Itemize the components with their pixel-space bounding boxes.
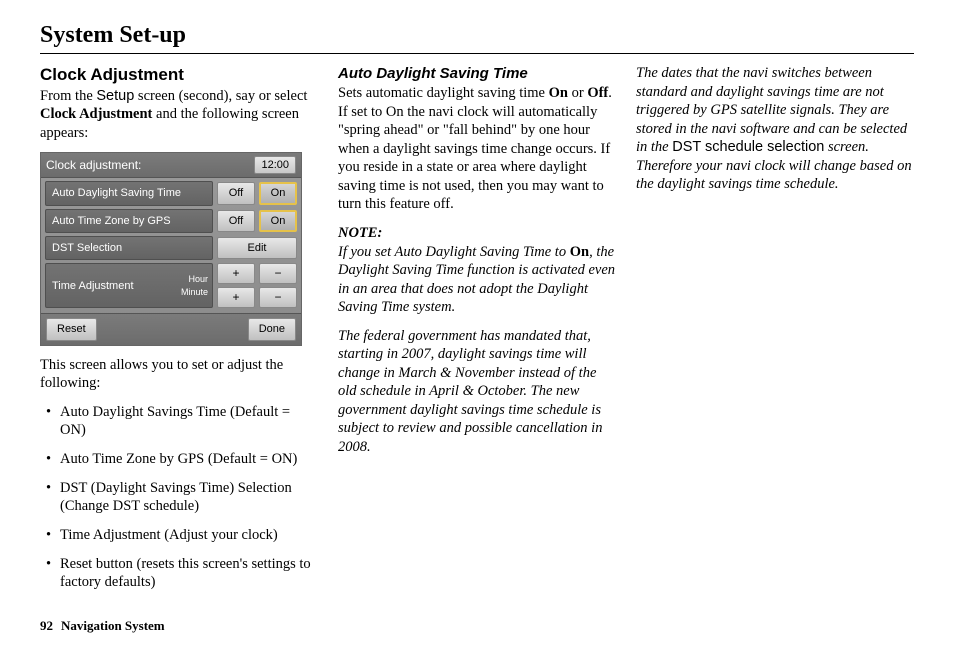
intro-text-b: screen (second), say or select: [134, 88, 307, 104]
p1-c: . If set to On the navi clock will autom…: [338, 85, 612, 212]
device-row-time-adj: Time Adjustment Hour Minute + − +: [45, 263, 297, 309]
device-title: Clock adjustment:: [46, 158, 254, 173]
device-body: Auto Daylight Saving Time Off On Auto Ti…: [41, 178, 301, 313]
device-clock: 12:00: [254, 156, 296, 174]
footer-label: Navigation System: [61, 618, 165, 633]
column-3: The dates that the navi switches between…: [636, 64, 914, 603]
btn-auto-tz-off[interactable]: Off: [217, 210, 255, 232]
auto-dst-heading: Auto Daylight Saving Time: [338, 64, 616, 83]
device-screenshot: Clock adjustment: 12:00 Auto Daylight Sa…: [40, 152, 302, 345]
device-row-dst-sel: DST Selection Edit: [45, 236, 297, 260]
note-on: On: [570, 244, 589, 260]
list-item: Time Adjustment (Adjust your clock): [46, 526, 318, 544]
btn-reset[interactable]: Reset: [46, 318, 97, 340]
btn-auto-tz-on[interactable]: On: [259, 210, 297, 232]
note-label-text: NOTE:: [338, 225, 382, 241]
note-a: If you set Auto Daylight Saving Time to: [338, 244, 570, 260]
note-label: NOTE:: [338, 224, 616, 243]
label-dst-sel: DST Selection: [45, 236, 213, 260]
clock-adjustment-heading: Clock Adjustment: [40, 64, 318, 86]
intro-paragraph: From the Setup screen (second), say or s…: [40, 87, 318, 143]
device-row-auto-tz: Auto Time Zone by GPS Off On: [45, 209, 297, 233]
btn-auto-dst-on[interactable]: On: [259, 182, 297, 204]
content-columns: Clock Adjustment From the Setup screen (…: [40, 64, 914, 603]
p1-a: Sets automatic daylight saving time: [338, 85, 549, 101]
btn-hour-plus[interactable]: +: [217, 263, 255, 284]
p1-on: On: [549, 85, 568, 101]
page-title: System Set-up: [40, 22, 914, 54]
auto-dst-p2: The federal government has mandated that…: [338, 327, 616, 457]
dst-schedule-selection: DST schedule selection: [672, 139, 824, 155]
auto-dst-p1: Sets automatic daylight saving time On o…: [338, 84, 616, 214]
list-item: Reset button (resets this screen's setti…: [46, 555, 318, 591]
column-2: Auto Daylight Saving Time Sets automatic…: [338, 64, 616, 603]
btn-minute-plus[interactable]: +: [217, 287, 255, 308]
list-item: Auto Time Zone by GPS (Default = ON): [46, 450, 318, 468]
page-number: 92: [40, 618, 53, 633]
setup-word: Setup: [96, 88, 134, 104]
btn-done[interactable]: Done: [248, 318, 296, 340]
btn-dst-edit[interactable]: Edit: [217, 237, 297, 259]
label-time-adj: Time Adjustment Hour Minute: [45, 263, 213, 309]
device-header: Clock adjustment: 12:00: [41, 153, 301, 178]
list-item: Auto Daylight Savings Time (Default = ON…: [46, 403, 318, 439]
device-footer: Reset Done: [41, 313, 301, 344]
page-footer: 92 Navigation System: [40, 618, 165, 634]
label-auto-tz: Auto Time Zone by GPS: [45, 209, 213, 233]
options-list: Auto Daylight Savings Time (Default = ON…: [46, 403, 318, 592]
after-shot-text: This screen allows you to set or adjust …: [40, 356, 318, 393]
label-minute: Minute: [181, 286, 208, 298]
intro-text-a: From the: [40, 88, 96, 104]
btn-minute-minus[interactable]: −: [259, 287, 297, 308]
clock-adjustment-bold: Clock Adjustment: [40, 106, 152, 122]
column-1: Clock Adjustment From the Setup screen (…: [40, 64, 318, 603]
p1-b: or: [568, 85, 587, 101]
btn-auto-dst-off[interactable]: Off: [217, 182, 255, 204]
label-hour: Hour: [181, 273, 208, 285]
list-item: DST (Daylight Savings Time) Selection (C…: [46, 479, 318, 515]
col3-paragraph: The dates that the navi switches between…: [636, 64, 914, 194]
label-auto-dst: Auto Daylight Saving Time: [45, 181, 213, 205]
note-body: If you set Auto Daylight Saving Time to …: [338, 243, 616, 317]
p1-off: Off: [587, 85, 608, 101]
btn-hour-minus[interactable]: −: [259, 263, 297, 284]
label-time-adj-main: Time Adjustment: [52, 279, 181, 293]
device-row-auto-dst: Auto Daylight Saving Time Off On: [45, 181, 297, 205]
